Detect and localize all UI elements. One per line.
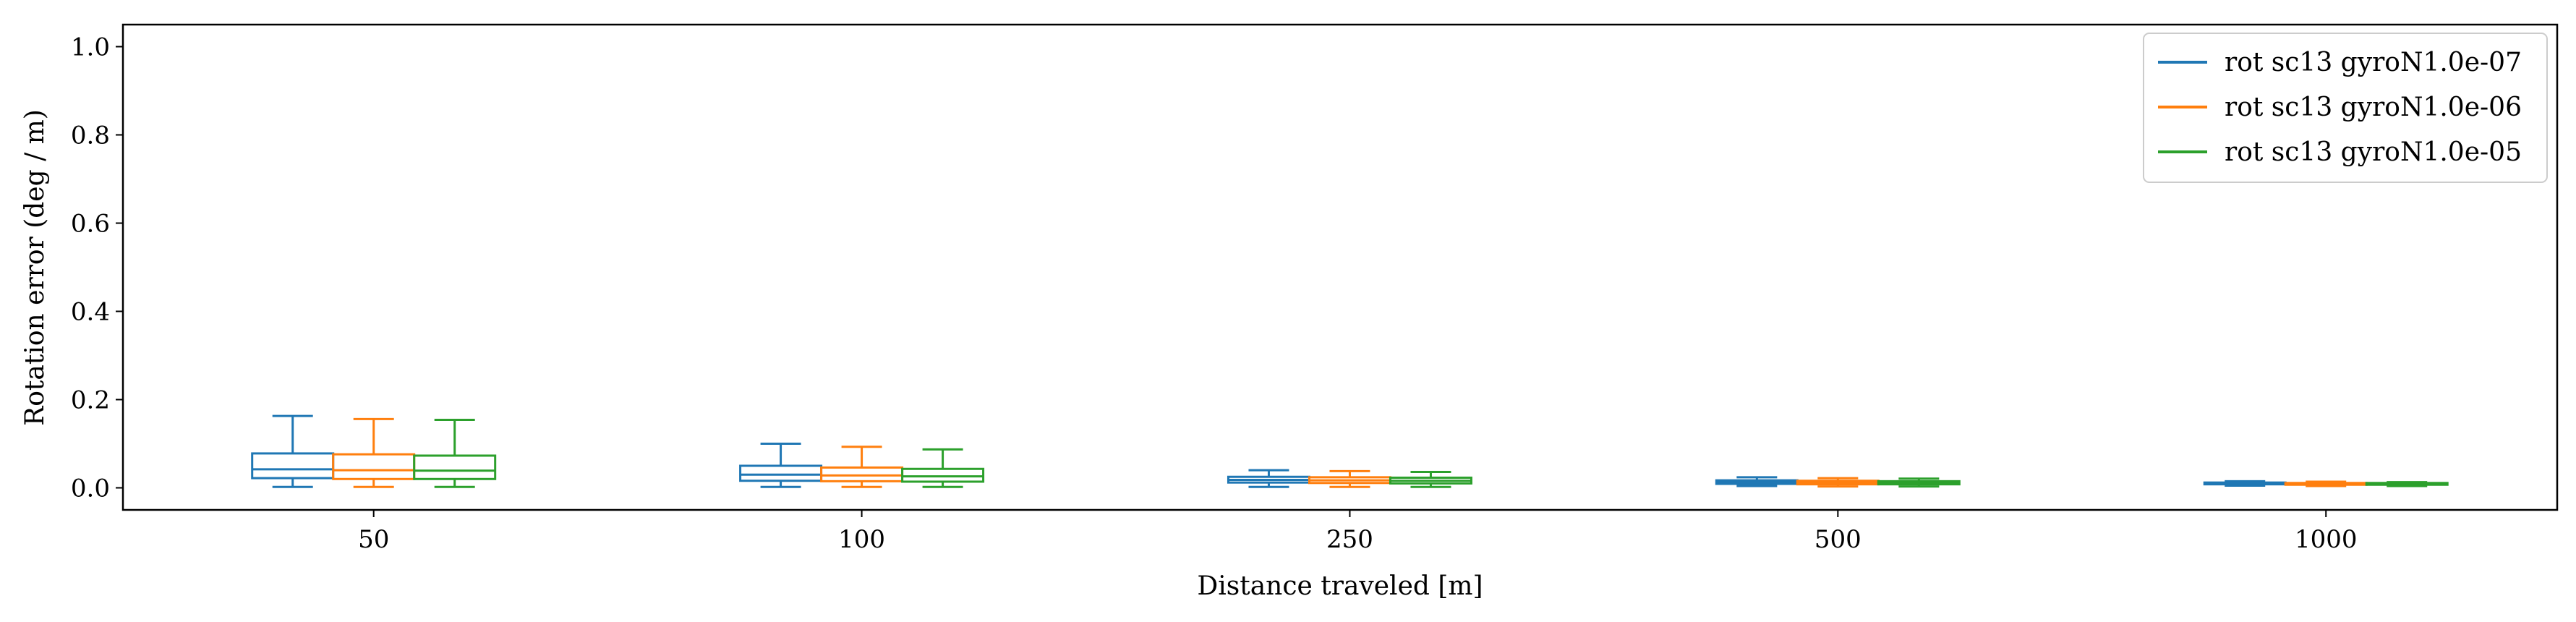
- box-1-4: [2284, 480, 2368, 487]
- y-tick-label: 0.6: [71, 210, 110, 239]
- y-axis-label: Rotation error (deg / m): [20, 109, 50, 426]
- box-2-3: [1877, 477, 1961, 488]
- x-tick-label: 50: [358, 525, 389, 554]
- legend-box: [2143, 33, 2548, 183]
- x-tick-label: 1000: [2295, 525, 2358, 554]
- box-series-group: [251, 414, 2449, 488]
- box-2-1: [901, 448, 985, 488]
- box-2-4: [2365, 481, 2449, 487]
- box-body: [413, 454, 497, 480]
- legend: rot sc13 gyroN1.0e-07 rot sc13 gyroN1.0e-…: [2143, 33, 2548, 183]
- y-tick-label: 0.8: [71, 122, 110, 150]
- x-axis-label: Distance traveled [m]: [1197, 571, 1483, 601]
- box-0-4: [2203, 480, 2287, 487]
- x-tick-label: 100: [838, 525, 885, 554]
- y-tick-label: 0.0: [71, 474, 110, 503]
- x-axis-ticks: 50 100 250 500 1000: [358, 510, 2357, 554]
- box-body: [901, 467, 985, 483]
- legend-label: rot sc13 gyroN1.0e-05: [2225, 137, 2522, 167]
- y-tick-label: 0.2: [71, 386, 110, 415]
- box-0-0: [251, 414, 335, 488]
- box-2-0: [413, 419, 497, 488]
- y-tick-label: 0.4: [71, 298, 110, 327]
- legend-label: rot sc13 gyroN1.0e-06: [2225, 93, 2522, 122]
- x-tick-label: 250: [1326, 525, 1373, 554]
- y-tick-label: 1.0: [71, 33, 110, 62]
- y-axis-ticks: 0.0 0.2 0.4 0.6 0.8 1.0: [71, 33, 123, 503]
- x-tick-label: 500: [1814, 525, 1861, 554]
- box-2-2: [1389, 471, 1472, 488]
- legend-label: rot sc13 gyroN1.0e-07: [2225, 48, 2522, 77]
- plot-frame: [121, 23, 2559, 511]
